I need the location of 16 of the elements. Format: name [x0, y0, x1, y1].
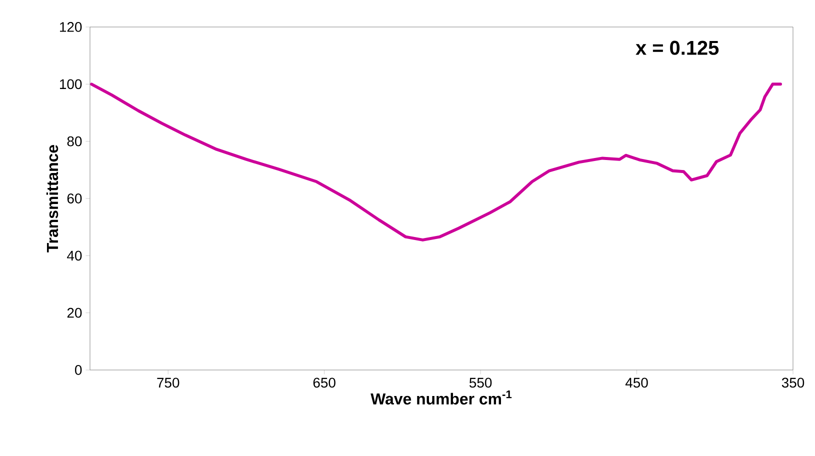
y-tick-label: 80 [67, 136, 82, 146]
y-tick-label: 20 [67, 308, 82, 318]
y-tick-label: 60 [67, 194, 82, 204]
x-tick-label: 650 [313, 378, 336, 388]
x-tick-label: 550 [469, 378, 492, 388]
x-tick-label: 750 [157, 378, 180, 388]
y-axis-title: Transmittance [46, 145, 58, 252]
x-axis-title: Wave number cm$^{-1}$ [370, 390, 512, 405]
x-tick-label: 350 [782, 378, 804, 388]
y-tick-label: 40 [67, 250, 82, 261]
y-tick-label: 120 [60, 22, 82, 32]
line-series [90, 82, 782, 242]
x-tick-label: 450 [625, 378, 648, 388]
annotation: x = 0.125 [636, 40, 719, 55]
y-tick-label: 0 [75, 365, 82, 375]
y-tick-label: 100 [60, 79, 82, 90]
